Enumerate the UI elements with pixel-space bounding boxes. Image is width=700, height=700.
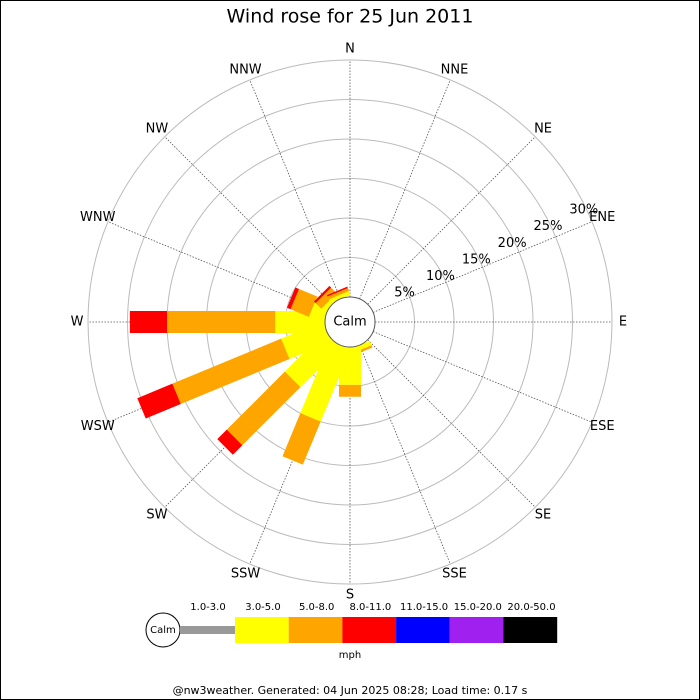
bar-segment <box>282 413 321 465</box>
direction-label: SE <box>535 508 551 523</box>
bar-segment <box>328 291 351 304</box>
spoke <box>107 221 328 313</box>
direction-label: E <box>619 315 627 330</box>
bar-segment <box>129 311 167 333</box>
legend-swatch <box>503 617 558 643</box>
direction-label: WNW <box>80 210 116 225</box>
ring-label: 15% <box>462 252 491 267</box>
spoke <box>249 79 341 300</box>
bar-segment <box>172 338 290 405</box>
bar-segment <box>339 384 361 397</box>
ring-label: 30% <box>569 203 598 218</box>
legend-label: 5.0-8.0 <box>299 602 334 613</box>
ring <box>127 99 573 545</box>
footer: @nw3weather. Generated: 04 Jun 2025 08:2… <box>173 684 528 697</box>
legend-swatch <box>180 626 235 634</box>
ring-label: 10% <box>426 269 455 284</box>
direction-label: NE <box>534 121 552 136</box>
direction-label: NNE <box>441 62 469 77</box>
direction-label: S <box>346 588 354 603</box>
legend-label: 1.0-3.0 <box>190 602 225 613</box>
spoke <box>164 136 333 305</box>
direction-label: SSE <box>442 567 467 582</box>
ring-label: 5% <box>394 285 415 300</box>
calm-label: Calm <box>333 315 366 330</box>
legend-swatch <box>396 617 450 643</box>
legend-swatch <box>449 617 504 643</box>
ring-label: 20% <box>498 236 527 251</box>
bar-segment <box>226 371 301 446</box>
legend-label: 3.0-5.0 <box>245 602 280 613</box>
bar-segment <box>137 383 181 419</box>
direction-label: NNW <box>229 62 261 77</box>
spoke <box>367 339 536 508</box>
direction-label: W <box>71 315 84 330</box>
bar-segment <box>286 287 299 310</box>
bar-segment <box>290 288 318 317</box>
direction-label: N <box>345 42 355 57</box>
legend-calm-label: Calm <box>150 625 176 636</box>
bar-segment <box>327 288 350 300</box>
bar-segment <box>300 340 351 422</box>
spoke <box>359 344 451 565</box>
bar-segment <box>167 311 276 333</box>
direction-label: SW <box>146 508 167 523</box>
bar-segment <box>217 429 243 455</box>
legend-label: 20.0-50.0 <box>507 602 555 613</box>
ring-label: 25% <box>534 219 563 234</box>
chart-title: Wind rose for 25 Jun 2011 <box>227 6 474 28</box>
legend-swatch <box>235 617 289 643</box>
bar-segment <box>315 287 337 309</box>
ring <box>87 59 613 585</box>
direction-label: NW <box>146 121 169 136</box>
spoke <box>367 136 536 305</box>
legend-label: 8.0-11.0 <box>350 602 392 613</box>
spoke <box>372 331 593 423</box>
bar-segment <box>326 286 348 297</box>
legend-label: 11.0-15.0 <box>400 602 448 613</box>
direction-label: WSW <box>81 419 115 434</box>
unit-label: mph <box>339 650 361 661</box>
calm-circle <box>324 296 376 348</box>
spoke <box>359 79 451 300</box>
legend-label: 15.0-20.0 <box>454 602 502 613</box>
bar-segment <box>313 285 332 304</box>
direction-label: SSW <box>231 567 261 582</box>
direction-label: ENE <box>589 210 615 225</box>
direction-label: ESE <box>590 419 615 434</box>
spoke <box>372 221 593 313</box>
legend-swatch <box>288 617 343 643</box>
legend-swatch <box>342 617 397 643</box>
bar-segment <box>284 331 341 388</box>
